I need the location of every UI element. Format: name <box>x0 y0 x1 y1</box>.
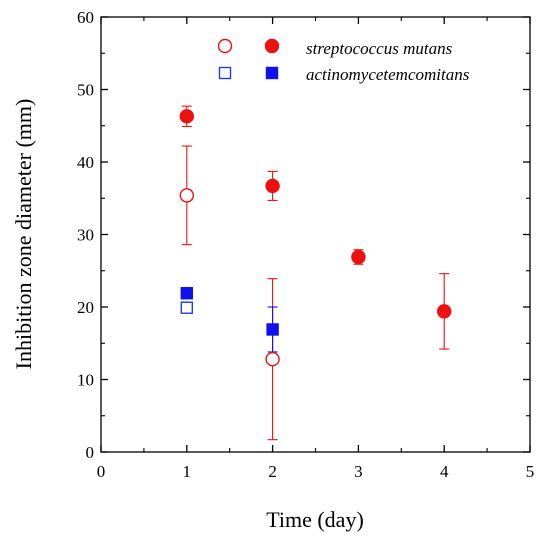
x-tick-label: 0 <box>97 462 106 481</box>
data-point-circle-open <box>265 352 280 367</box>
x-axis-title: Time (day) <box>266 507 364 532</box>
x-tick-label: 5 <box>526 462 535 481</box>
y-tick-label: 10 <box>77 371 94 390</box>
axes <box>100 16 531 453</box>
x-tick-label: 3 <box>354 462 363 481</box>
x-tick-label: 1 <box>183 462 192 481</box>
legend-label-streptococcus: streptococcus mutans <box>306 39 453 58</box>
legend-marker-circle-filled <box>264 38 280 54</box>
error-bars <box>181 105 450 441</box>
legend-marker-circle-open <box>217 38 233 54</box>
legend: streptococcus mutans actinomycetemcomita… <box>217 38 470 84</box>
y-axis-title: Inhibition zone diameter (mm) <box>11 99 36 370</box>
y-tick-label: 40 <box>77 153 94 172</box>
y-tick-label: 50 <box>77 81 94 100</box>
y-tick-label: 20 <box>77 298 94 317</box>
x-tick-label: 4 <box>440 462 449 481</box>
data-point-square-filled <box>180 287 194 300</box>
data-point-square-filled <box>266 323 279 336</box>
data-point-square-open <box>180 301 194 314</box>
y-tick-labels: 0 10 20 30 40 50 60 <box>77 8 94 462</box>
y-tick-label: 0 <box>86 443 95 462</box>
data-point-circle-filled <box>437 304 452 319</box>
x-tick-labels: 0 1 2 3 4 5 <box>97 462 535 481</box>
data-points <box>179 109 452 367</box>
data-point-circle-open <box>179 188 195 203</box>
y-tick-label: 30 <box>77 226 94 245</box>
data-point-circle-filled <box>265 178 280 194</box>
legend-marker-square-filled <box>265 66 279 80</box>
y-tick-label: 60 <box>77 8 94 27</box>
data-point-circle-filled <box>179 109 195 124</box>
legend-marker-square-open <box>218 66 232 80</box>
legend-label-actinomycetemcomitans: actinomycetemcomitans <box>306 65 470 84</box>
data-point-circle-filled <box>351 249 366 265</box>
x-tick-label: 2 <box>268 462 277 481</box>
